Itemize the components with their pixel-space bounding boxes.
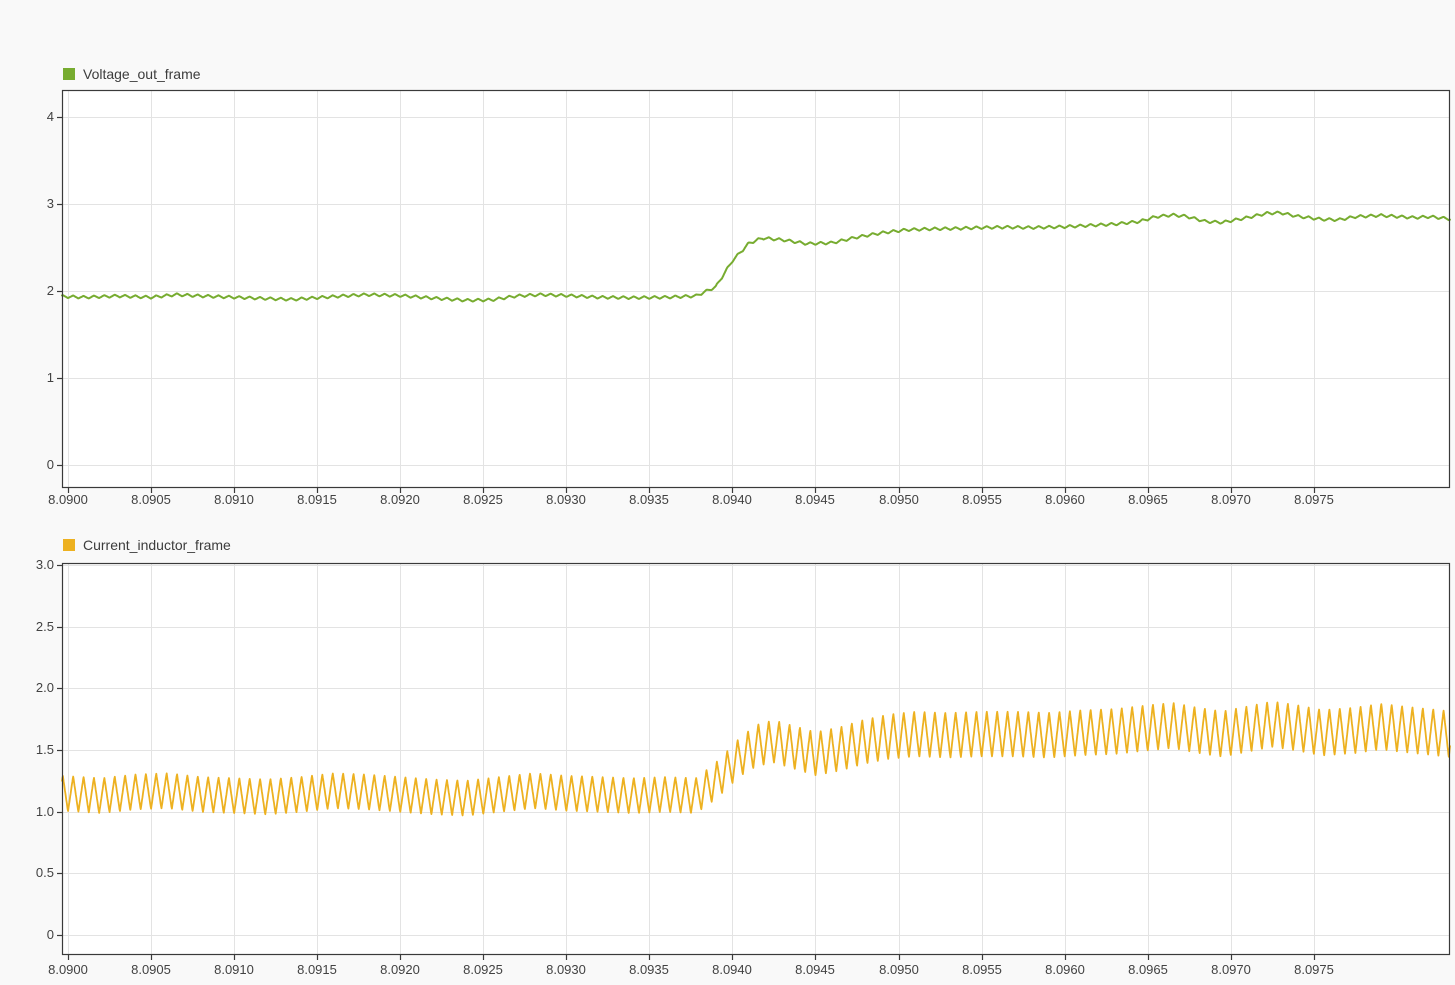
x-tick-label: 8.0910	[214, 492, 254, 507]
x-tick-label: 8.0955	[962, 492, 1002, 507]
x-tick-label: 8.0915	[297, 492, 337, 507]
x-tick-label: 8.0965	[1128, 962, 1168, 977]
y-tick-label: 1	[46, 370, 54, 385]
x-tick-label: 8.0925	[463, 962, 503, 977]
current-legend: Current_inductor_frame	[63, 537, 231, 553]
x-tick-label: 8.0945	[795, 492, 835, 507]
tick-marks	[57, 116, 1316, 493]
x-tick-label: 8.0950	[879, 962, 919, 977]
voltage-legend: Voltage_out_frame	[63, 66, 201, 82]
tick-marks	[57, 564, 1316, 960]
x-tick-label: 8.0920	[380, 962, 420, 977]
x-tick-label: 8.0965	[1128, 492, 1168, 507]
x-tick-label: 8.0930	[546, 492, 586, 507]
current-legend-swatch	[63, 539, 75, 551]
x-tick-label: 8.0960	[1045, 492, 1085, 507]
x-tick-label: 8.0975	[1294, 962, 1334, 977]
axes-border	[61, 89, 1451, 489]
current-chart-svg	[57, 562, 1451, 960]
x-tick-label: 8.0900	[48, 962, 88, 977]
x-tick-label: 8.0915	[297, 962, 337, 977]
x-tick-label: 8.0905	[131, 962, 171, 977]
voltage-trace	[61, 210, 1451, 303]
x-tick-label: 8.0940	[712, 492, 752, 507]
x-tick-label: 8.0925	[463, 492, 503, 507]
x-tick-label: 8.0940	[712, 962, 752, 977]
x-tick-label: 8.0935	[629, 962, 669, 977]
y-tick-label: 0	[46, 927, 54, 942]
axes-border	[61, 562, 1451, 956]
grid-lines	[62, 90, 1450, 488]
current-x-axis-labels: 8.0900 8.0905 8.0910 8.0915 8.0920 8.0925 8.09…	[48, 962, 1450, 978]
current-legend-label: Current_inductor_frame	[83, 537, 231, 553]
voltage-chart-svg	[57, 89, 1451, 493]
y-tick-label: 1.5	[35, 742, 54, 757]
current-y-axis-labels: 0 0.5 1.0 1.5 2.0 2.5 3.0	[0, 557, 56, 955]
voltage-legend-label: Voltage_out_frame	[83, 66, 201, 82]
y-tick-label: 0	[46, 457, 54, 472]
voltage-x-axis-labels: 8.0900 8.0905 8.0910 8.0915 8.0920 8.0925 8.09…	[48, 492, 1450, 508]
x-tick-label: 8.0905	[131, 492, 171, 507]
x-tick-label: 8.0975	[1294, 492, 1334, 507]
x-tick-label: 8.0945	[795, 962, 835, 977]
current-plot-area[interactable]	[57, 562, 1451, 960]
y-tick-label: 2	[46, 283, 54, 298]
voltage-plot-area[interactable]	[57, 89, 1451, 493]
x-tick-label: 8.0960	[1045, 962, 1085, 977]
y-tick-label: 2.0	[35, 680, 54, 695]
y-tick-label: 1.0	[35, 804, 54, 819]
x-tick-label: 8.0950	[879, 492, 919, 507]
x-tick-label: 8.0970	[1211, 962, 1251, 977]
x-tick-label: 8.0920	[380, 492, 420, 507]
x-tick-label: 8.0970	[1211, 492, 1251, 507]
x-tick-label: 8.0935	[629, 492, 669, 507]
current-trace	[61, 701, 1451, 817]
x-tick-label: 8.0900	[48, 492, 88, 507]
y-tick-label: 4	[46, 109, 54, 124]
y-tick-label: 0.5	[35, 865, 54, 880]
voltage-y-axis-labels: 0 1 2 3 4	[0, 90, 56, 488]
x-tick-label: 8.0910	[214, 962, 254, 977]
voltage-legend-swatch	[63, 68, 75, 80]
x-tick-label: 8.0930	[546, 962, 586, 977]
y-tick-label: 2.5	[35, 619, 54, 634]
x-tick-label: 8.0955	[962, 962, 1002, 977]
y-tick-label: 3	[46, 196, 54, 211]
y-tick-label: 3.0	[35, 557, 54, 572]
